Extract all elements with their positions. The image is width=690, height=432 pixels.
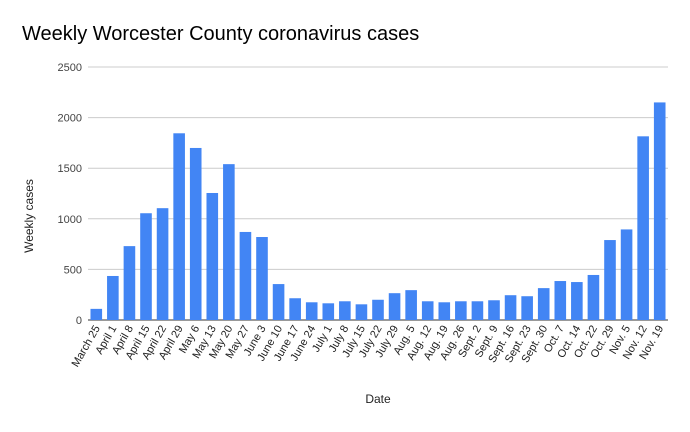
bar (305, 302, 318, 320)
bar (206, 192, 219, 320)
bar (90, 308, 103, 320)
bar (107, 275, 119, 320)
bar (504, 295, 517, 320)
y-tick-label: 1000 (58, 214, 82, 226)
bar (339, 301, 351, 320)
bar (438, 302, 451, 320)
bar (521, 296, 533, 320)
bar (272, 284, 285, 320)
bar (223, 164, 235, 320)
bar (239, 231, 252, 320)
y-tick-label: 2000 (58, 113, 82, 125)
y-axis-label: Weekly cases (22, 179, 36, 253)
bar (653, 102, 666, 320)
x-axis-label: Date (365, 392, 391, 406)
y-tick-label: 2500 (58, 62, 82, 74)
bar (471, 301, 484, 320)
bar (637, 136, 649, 320)
y-tick-labels: 0 500 1000 1500 2000 2500 (58, 62, 82, 327)
bar (537, 288, 550, 320)
bar (421, 301, 434, 320)
y-tick-label: 1500 (58, 163, 82, 175)
bar (405, 290, 417, 320)
bar (123, 246, 136, 320)
bar (322, 303, 335, 320)
bar (372, 299, 384, 320)
bar (140, 213, 152, 320)
bar (289, 298, 301, 320)
bar (620, 229, 633, 320)
bar (173, 133, 185, 320)
bar (189, 147, 202, 320)
y-tick-label: 0 (76, 315, 82, 327)
chart-title: Weekly Worcester County coronavirus case… (22, 23, 419, 45)
bar (388, 293, 401, 320)
y-tick-label: 500 (64, 264, 82, 276)
bar (488, 300, 500, 320)
bar (571, 282, 583, 320)
bar (355, 304, 368, 320)
bar (587, 274, 600, 320)
bars (90, 102, 666, 320)
bar (604, 240, 616, 320)
bar (554, 281, 567, 320)
bar (455, 301, 467, 320)
bar (256, 237, 268, 320)
bar (156, 208, 169, 320)
